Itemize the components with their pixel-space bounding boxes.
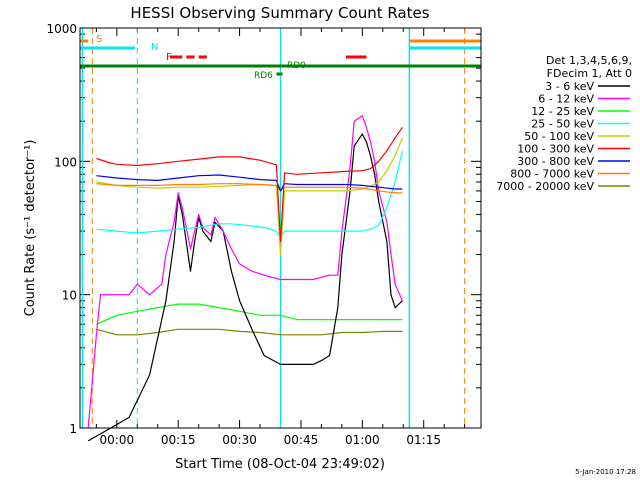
legend-label: 800 - 7000 keV: [510, 168, 594, 181]
x-tick-label: 00:00: [100, 433, 135, 447]
y-tick-label: 100: [54, 155, 77, 169]
y-tick-label: 1: [69, 422, 77, 436]
plot-area: [79, 27, 482, 442]
x-tick-label: 00:45: [284, 433, 319, 447]
x-tick-label: 00:30: [222, 433, 257, 447]
legend-label: 300 - 800 keV: [517, 155, 594, 168]
series-line-50-100-kev: [96, 137, 403, 256]
legend-header-line-2: FDecim 1, Att 0: [547, 67, 632, 80]
legend-label: 12 - 25 keV: [531, 105, 594, 118]
series-line-6-12-kev: [87, 115, 403, 429]
legend-label: 50 - 100 keV: [524, 130, 594, 143]
legend-label: 3 - 6 keV: [545, 80, 594, 93]
series-line-7000-20000-kev: [96, 328, 403, 336]
flag-label-rd6: RD6: [254, 71, 273, 81]
series-line-300-800-kev: [96, 174, 403, 192]
flag-label-f: F: [166, 52, 172, 63]
y-tick-label: 10: [62, 289, 77, 303]
legend-header-line-1: Det 1,3,4,5,6,9,: [546, 54, 632, 67]
series-line-100-300-kev: [96, 126, 403, 243]
legend-label: 100 - 300 keV: [517, 143, 594, 156]
x-axis-label: Start Time (08-Oct-04 23:49:02): [175, 457, 385, 472]
x-tick-label: 01:00: [345, 433, 380, 447]
series-line-800-7000-kev: [96, 183, 403, 194]
plot-frame: [79, 27, 482, 429]
legend-label: 7000 - 20000 keV: [496, 180, 594, 193]
x-tick-label: 00:15: [161, 433, 196, 447]
y-axis-label: Count Rate (s⁻¹ detector⁻¹): [23, 140, 38, 317]
flag-label-n: N: [151, 42, 158, 53]
chart-title: HESSI Observing Summary Count Rates: [130, 4, 429, 22]
flag-label-rd0: RD0: [287, 61, 306, 71]
series-line-12-25-kev: [96, 303, 403, 325]
legend-label: 6 - 12 keV: [538, 93, 594, 106]
x-tick-label: 01:15: [406, 433, 441, 447]
series-line-3-6-kev: [87, 133, 403, 442]
footer-date: 5-Jan-2010 17:28: [575, 468, 636, 476]
series-line-25-50-kev: [96, 150, 403, 238]
legend-label: 25 - 50 keV: [531, 118, 594, 131]
legend: Det 1,3,4,5,6,9, FDecim 1, Att 0 3 - 6 k…: [496, 54, 632, 193]
flag-label-s: S: [96, 34, 102, 45]
y-tick-label: 1000: [46, 22, 77, 36]
